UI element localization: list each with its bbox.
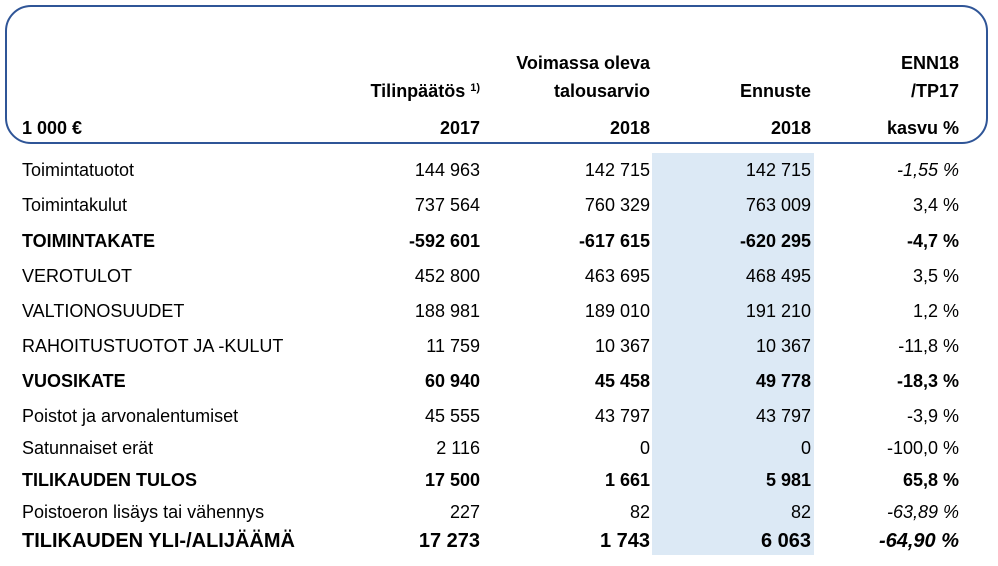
- value-budget-2018: 189 010: [584, 301, 650, 321]
- growth-percent: -64,90 %: [878, 530, 959, 552]
- table-row: Toimintakulut 737 564 760 329 763 009 3,…: [0, 188, 998, 222]
- row-label: TOIMINTAKATE: [22, 231, 155, 251]
- table-row: VEROTULOT 452 800 463 695 468 495 3,5 %: [0, 259, 998, 293]
- col1-title: Tilinpäätös 1): [370, 81, 480, 101]
- value-forecast-2018: 49 778: [755, 371, 811, 391]
- row-label: Satunnaiset erät: [22, 438, 154, 458]
- value-2017: -592 601: [408, 231, 480, 251]
- value-2017: 144 963: [414, 160, 480, 180]
- value-budget-2018: 463 695: [584, 266, 650, 286]
- table-row: TOIMINTAKATE -592 601 -617 615 -620 295 …: [0, 224, 998, 258]
- col3-year: 2018: [770, 118, 811, 138]
- value-2017: 45 555: [424, 406, 480, 426]
- unit-header: 1 000 €: [22, 118, 83, 138]
- value-forecast-2018: 43 797: [755, 406, 811, 426]
- value-budget-2018: 760 329: [584, 195, 650, 215]
- col4-title-line2: /TP17: [910, 81, 959, 101]
- row-label: RAHOITUSTUOTOT JA -KULUT: [22, 336, 284, 356]
- col3-title: Ennuste: [739, 81, 811, 101]
- value-2017: 188 981: [414, 301, 480, 321]
- value-forecast-2018: 82: [790, 502, 811, 522]
- row-label: VEROTULOT: [22, 266, 133, 286]
- growth-percent: -63,89 %: [886, 502, 959, 522]
- table-row: Poistoeron lisäys tai vähennys 227 82 82…: [0, 495, 998, 529]
- value-forecast-2018: 142 715: [745, 160, 811, 180]
- row-label: VALTIONOSUUDET: [22, 301, 185, 321]
- table-row: Satunnaiset erät 2 116 0 0 -100,0 %: [0, 431, 998, 465]
- value-forecast-2018: 5 981: [765, 470, 811, 490]
- col4-title-line1: ENN18: [900, 53, 959, 73]
- growth-percent: -1,55 %: [896, 160, 959, 180]
- value-budget-2018: 1 661: [604, 470, 650, 490]
- table-row: Toimintatuotot 144 963 142 715 142 715 -…: [0, 153, 998, 187]
- value-forecast-2018: 468 495: [745, 266, 811, 286]
- col2-title-line2: talousarvio: [553, 81, 650, 101]
- value-budget-2018: 142 715: [584, 160, 650, 180]
- value-2017: 2 116: [436, 438, 480, 458]
- value-forecast-2018: -620 295: [739, 231, 811, 251]
- value-budget-2018: 43 797: [594, 406, 650, 426]
- value-budget-2018: 82: [629, 502, 650, 522]
- value-2017: 452 800: [414, 266, 480, 286]
- header-box: [5, 5, 988, 144]
- table-row: TILIKAUDEN YLI-/ALIJÄÄMÄ 17 273 1 743 6 …: [0, 524, 998, 558]
- table-row: Poistot ja arvonalentumiset 45 555 43 79…: [0, 399, 998, 433]
- table-row: VALTIONOSUUDET 188 981 189 010 191 210 1…: [0, 294, 998, 328]
- row-label: Toimintatuotot: [22, 160, 135, 180]
- row-label: TILIKAUDEN TULOS: [22, 470, 197, 490]
- value-forecast-2018: 0: [800, 438, 811, 458]
- table-row: TILIKAUDEN TULOS 17 500 1 661 5 981 65,8…: [0, 463, 998, 497]
- growth-percent: 3,4 %: [912, 195, 959, 215]
- value-2017: 11 759: [426, 336, 480, 356]
- value-forecast-2018: 6 063: [760, 530, 811, 552]
- value-budget-2018: 1 743: [599, 530, 650, 552]
- row-label: Poistoeron lisäys tai vähennys: [22, 502, 265, 522]
- value-budget-2018: 0: [639, 438, 650, 458]
- forecast-column-highlight: [652, 153, 814, 555]
- growth-percent: -100,0 %: [886, 438, 959, 458]
- row-label: Poistot ja arvonalentumiset: [22, 406, 239, 426]
- value-2017: 737 564: [414, 195, 480, 215]
- col1-year: 2017: [439, 118, 480, 138]
- growth-percent: 1,2 %: [912, 301, 959, 321]
- growth-percent: -11,8 %: [898, 336, 959, 356]
- growth-percent: 65,8 %: [902, 470, 959, 490]
- value-forecast-2018: 10 367: [755, 336, 811, 356]
- value-2017: 60 940: [424, 371, 480, 391]
- value-budget-2018: 45 458: [594, 371, 650, 391]
- growth-percent: -3,9 %: [906, 406, 959, 426]
- growth-percent: 3,5 %: [912, 266, 959, 286]
- row-label: VUOSIKATE: [22, 371, 126, 391]
- growth-percent: -18,3 %: [896, 371, 959, 391]
- value-2017: 227: [449, 502, 480, 522]
- growth-percent: -4,7 %: [906, 231, 959, 251]
- col4-subtitle: kasvu %: [886, 118, 959, 138]
- col2-year: 2018: [609, 118, 650, 138]
- value-2017: 17 500: [424, 470, 480, 490]
- table-row: RAHOITUSTUOTOT JA -KULUT 11 759 10 367 1…: [0, 329, 998, 363]
- value-forecast-2018: 191 210: [745, 301, 811, 321]
- col2-title-line1: Voimassa oleva: [516, 53, 650, 73]
- value-budget-2018: 10 367: [594, 336, 650, 356]
- value-forecast-2018: 763 009: [745, 195, 811, 215]
- value-budget-2018: -617 615: [578, 231, 650, 251]
- row-label: Toimintakulut: [22, 195, 128, 215]
- row-label: TILIKAUDEN YLI-/ALIJÄÄMÄ: [22, 530, 295, 552]
- value-2017: 17 273: [418, 530, 480, 552]
- table-row: VUOSIKATE 60 940 45 458 49 778 -18,3 %: [0, 364, 998, 398]
